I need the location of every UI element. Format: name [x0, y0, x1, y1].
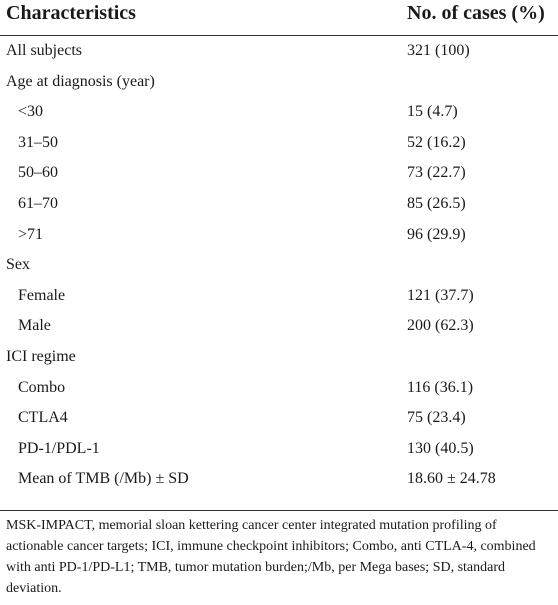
table-row: PD-1/PDL-1 130 (40.5) — [0, 434, 558, 465]
row-label: Male — [18, 317, 51, 335]
table-row: Female 121 (37.7) — [0, 281, 558, 312]
row-label: >71 — [18, 225, 44, 243]
table-row: CTLA4 75 (23.4) — [0, 403, 558, 434]
row-value: 121 (37.7) — [407, 286, 474, 304]
row-label: Female — [18, 286, 66, 304]
row-value: 116 (36.1) — [407, 378, 474, 396]
row-value: 96 (29.9) — [407, 225, 466, 243]
row-label: 61–70 — [18, 194, 58, 212]
row-value: 18.60 ± 24.78 — [407, 470, 496, 488]
row-label: <30 — [18, 103, 44, 121]
header-characteristics: Characteristics — [6, 2, 136, 24]
table-row: Age at diagnosis (year) — [0, 67, 558, 98]
table-bottom-rule — [0, 510, 558, 511]
row-label: Mean of TMB (/Mb) ± SD — [18, 470, 189, 488]
row-value: 200 (62.3) — [407, 317, 474, 335]
row-label: Combo — [18, 378, 66, 396]
row-value: 15 (4.7) — [407, 103, 458, 121]
table-row: Combo 116 (36.1) — [0, 373, 558, 404]
table-row: <30 15 (4.7) — [0, 97, 558, 128]
table-row: Male 200 (62.3) — [0, 311, 558, 342]
table-footnote: MSK-IMPACT, memorial sloan kettering can… — [6, 518, 536, 596]
row-value: 75 (23.4) — [407, 409, 466, 427]
row-label: CTLA4 — [18, 409, 68, 427]
table-row: Mean of TMB (/Mb) ± SD 18.60 ± 24.78 — [0, 464, 558, 495]
row-value: 321 (100) — [407, 42, 470, 59]
table-header: Characteristics No. of cases (%) — [0, 0, 558, 36]
header-no-of-cases: No. of cases (%) — [407, 2, 545, 24]
table-row: All subjects 321 (100) — [0, 36, 558, 67]
table-row: ICI regime — [0, 342, 558, 373]
row-label: Sex — [6, 256, 30, 274]
row-label: ICI regime — [6, 347, 76, 365]
table-row: >71 96 (29.9) — [0, 220, 558, 251]
table-row: 50–60 73 (22.7) — [0, 158, 558, 189]
row-label: All subjects — [6, 42, 82, 59]
row-value: 52 (16.2) — [407, 133, 466, 151]
row-label: Age at diagnosis (year) — [6, 72, 155, 90]
table-body: All subjects 321 (100) Age at diagnosis … — [0, 36, 558, 495]
table-row: 31–50 52 (16.2) — [0, 128, 558, 159]
row-label: PD-1/PDL-1 — [18, 439, 100, 457]
row-value: 73 (22.7) — [407, 164, 466, 182]
table-row: Sex — [0, 250, 558, 281]
row-label: 31–50 — [18, 133, 58, 151]
row-label: 50–60 — [18, 164, 58, 182]
row-value: 130 (40.5) — [407, 439, 474, 457]
table-row: 61–70 85 (26.5) — [0, 189, 558, 220]
row-value: 85 (26.5) — [407, 194, 466, 212]
